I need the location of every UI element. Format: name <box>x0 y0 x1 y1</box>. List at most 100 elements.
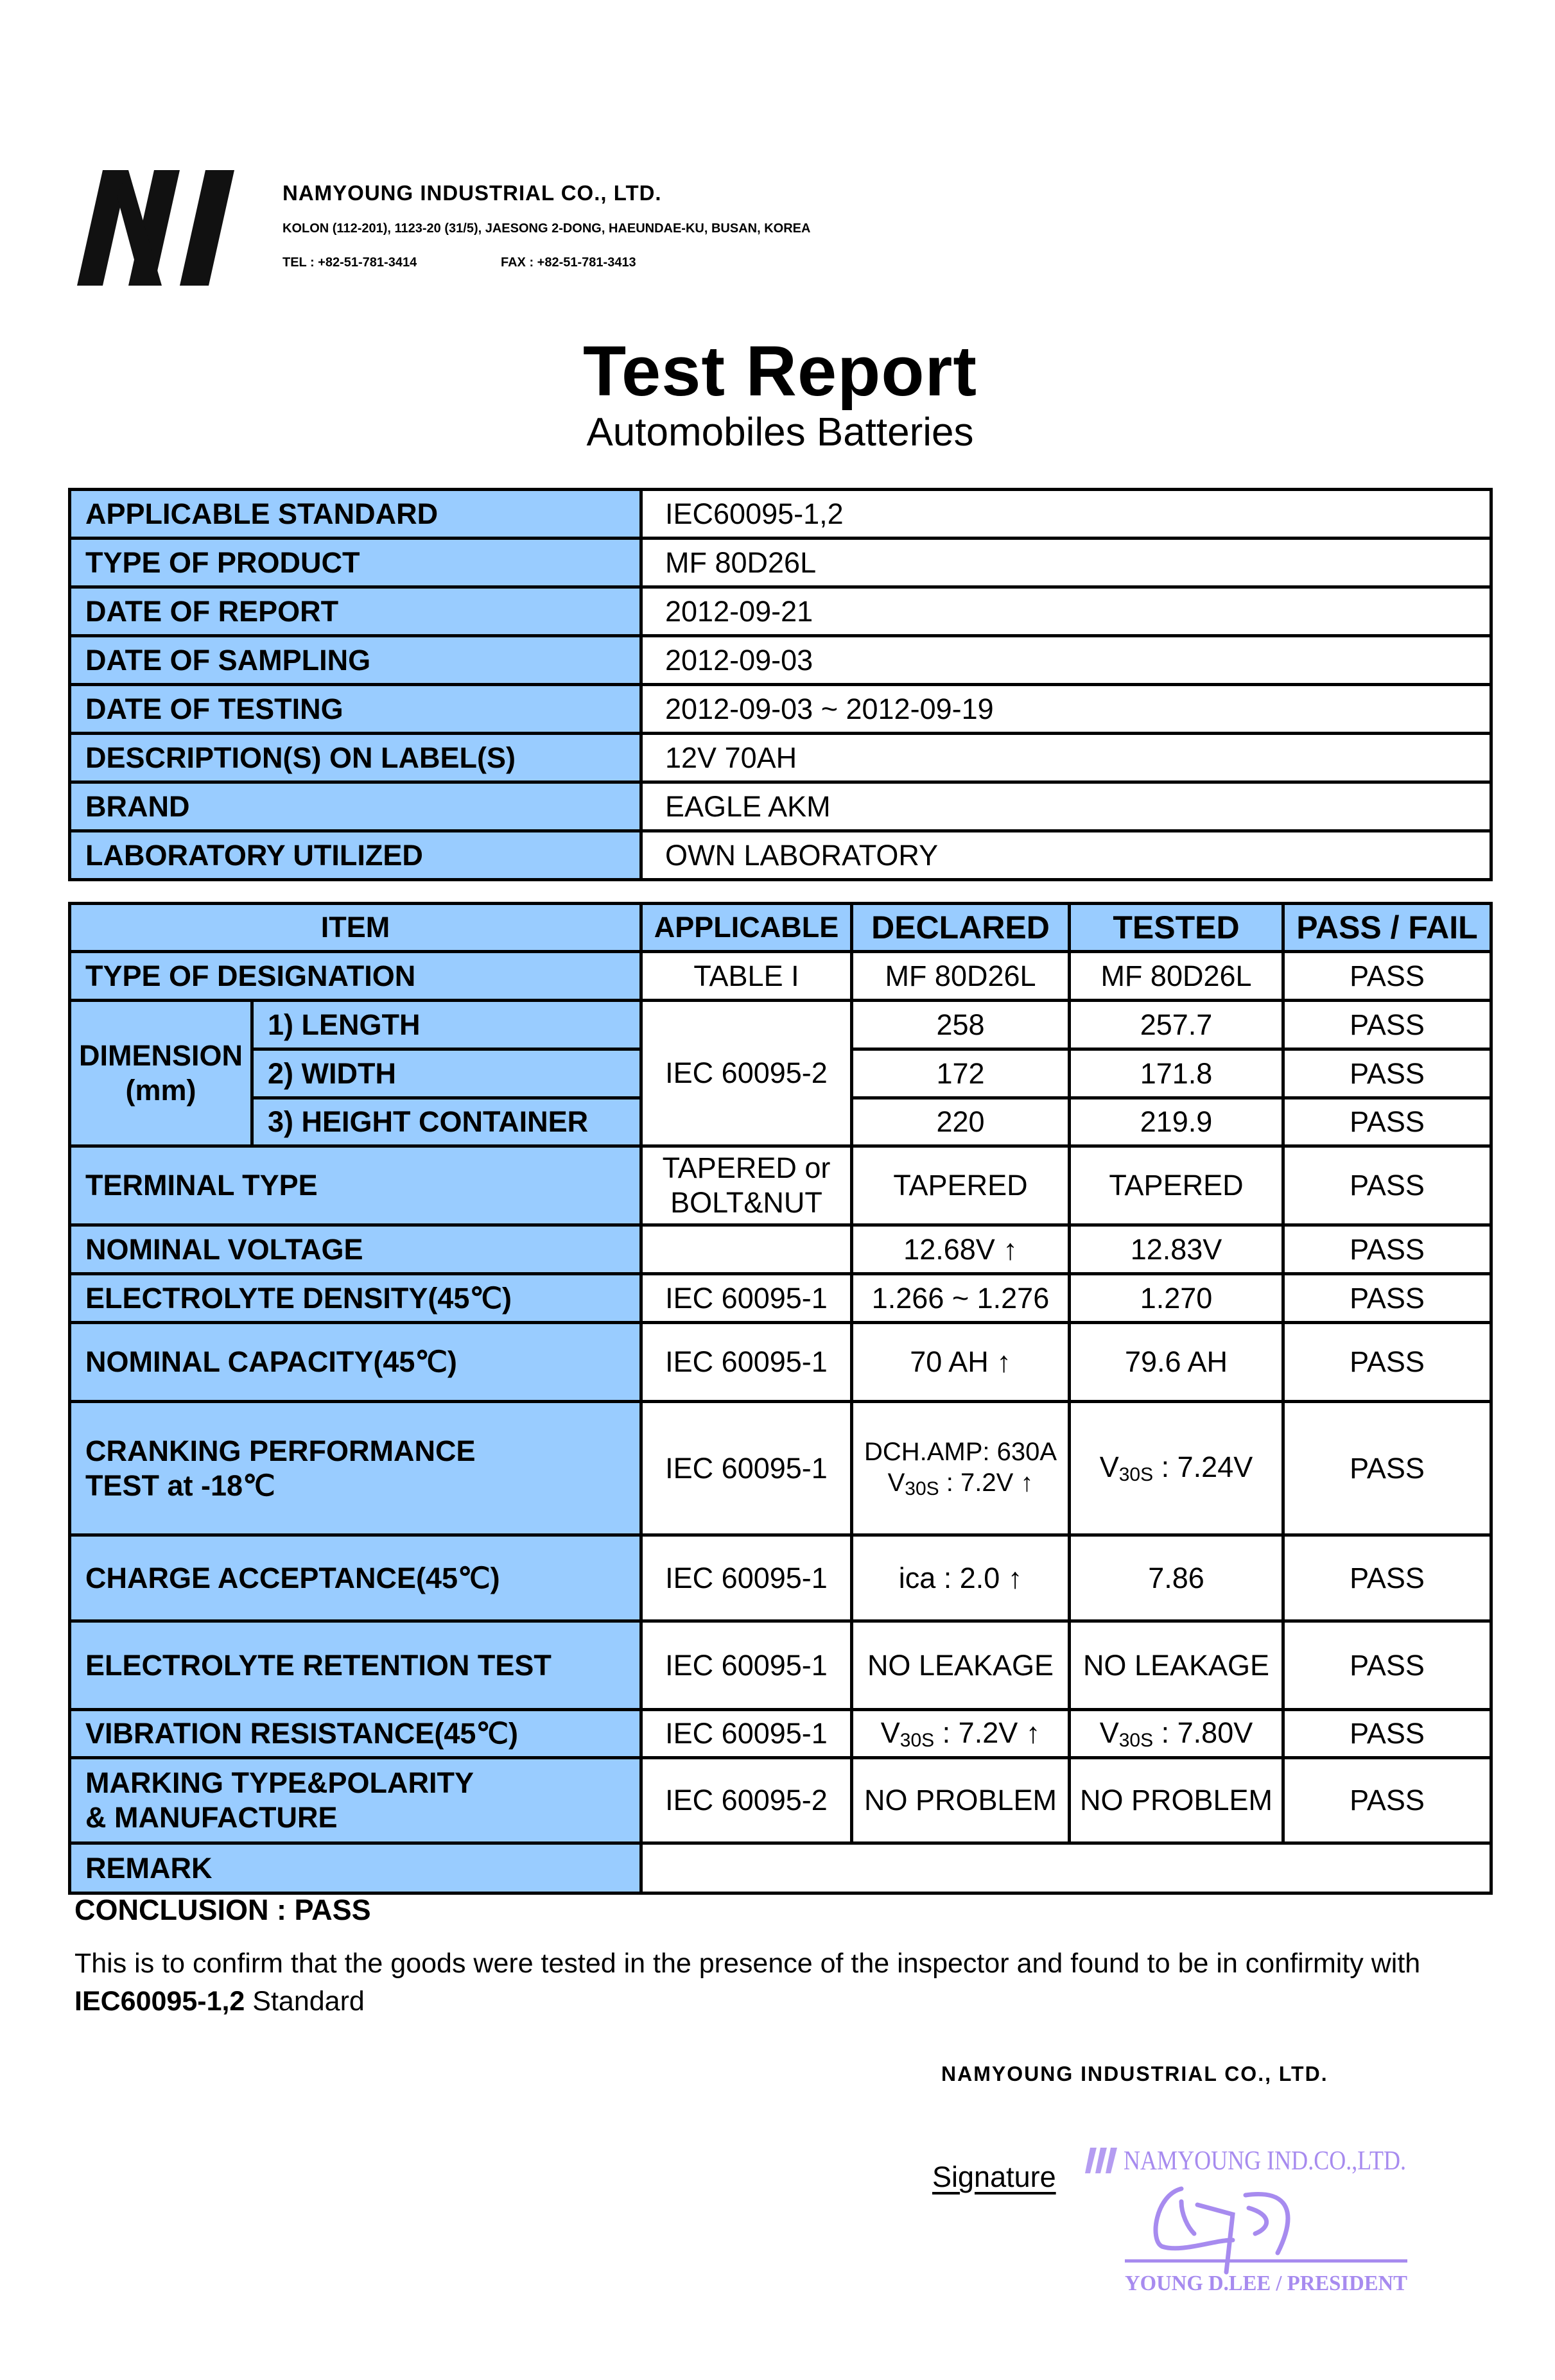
table-row: NOMINAL CAPACITY(45℃) IEC 60095-1 70 AH … <box>68 1321 1493 1403</box>
statement-suffix: Standard <box>245 1986 365 2017</box>
declared-cell: 1.266 ~ 1.276 <box>850 1272 1071 1324</box>
info-value: 2012-09-21 <box>639 585 1493 637</box>
table-row: VIBRATION RESISTANCE(45℃) IEC 60095-1 V3… <box>68 1708 1493 1759</box>
signature-label: Signature <box>932 2160 1056 2193</box>
result-cell: PASS <box>1281 1400 1493 1537</box>
table-row: DATE OF SAMPLING 2012-09-03 <box>68 634 1493 686</box>
item-label: 1) LENGTH <box>250 999 643 1051</box>
dimension-unit: (mm) <box>125 1074 196 1107</box>
tested-cell: NO PROBLEM <box>1068 1756 1285 1845</box>
header-item: ITEM <box>68 902 643 953</box>
info-label: APPLICABLE STANDARD <box>68 488 643 540</box>
tested-cell: 12.83V <box>1068 1223 1285 1275</box>
results-table: ITEM APPLICABLE DECLARED TESTED PASS / F… <box>68 902 1493 1895</box>
applicable-cell: IEC 60095-1 <box>639 1533 853 1623</box>
declared-cell: MF 80D26L <box>850 950 1071 1002</box>
voltage-symbol: V <box>880 1716 900 1749</box>
info-label: TYPE OF PRODUCT <box>68 537 643 589</box>
item-label: NOMINAL VOLTAGE <box>68 1223 643 1275</box>
applicable-cell: IEC 60095-1 <box>639 1400 853 1537</box>
dimension-label: DIMENSION <box>78 1039 243 1072</box>
company-tel: TEL : +82-51-781-3414 <box>282 255 417 270</box>
voltage-symbol: V <box>1099 1716 1119 1749</box>
result-cell: PASS <box>1281 1223 1493 1275</box>
result-cell: PASS <box>1281 1533 1493 1623</box>
info-value: EAGLE AKM <box>639 780 1493 832</box>
result-cell: PASS <box>1281 1096 1493 1148</box>
applicable-cell: TABLE I <box>639 950 853 1002</box>
table-row: TYPE OF PRODUCT MF 80D26L <box>68 537 1493 589</box>
applicable-cell: IEC 60095-1 <box>639 1272 853 1324</box>
statement-text: This is to confirm that the goods were t… <box>74 1948 1421 1979</box>
voltage-symbol: V <box>887 1468 905 1497</box>
table-row: ELECTROLYTE DENSITY(45℃) IEC 60095-1 1.2… <box>68 1272 1493 1324</box>
applicable-cell: IEC 60095-1 <box>639 1321 853 1403</box>
voltage-subscript: 30S <box>905 1478 939 1499</box>
declared-cell: 70 AH ↑ <box>850 1321 1071 1403</box>
table-row: DATE OF REPORT 2012-09-21 <box>68 585 1493 637</box>
declared-cell: ica : 2.0 ↑ <box>850 1533 1071 1623</box>
company-name: NAMYOUNG INDUSTRIAL CO., LTD. <box>282 181 662 205</box>
info-label: DESCRIPTION(S) ON LABEL(S) <box>68 732 643 784</box>
stamp-name: YOUNG D.LEE / PRESIDENT <box>1125 2272 1407 2295</box>
declared-cell: NO LEAKAGE <box>850 1619 1071 1711</box>
remark-value <box>639 1841 1493 1895</box>
info-label: LABORATORY UTILIZED <box>68 829 643 881</box>
applicable-cell: IEC 60095-1 <box>639 1619 853 1711</box>
applicable-line: TAPERED or <box>662 1151 831 1184</box>
voltage-value: : 7.2V ↑ <box>934 1716 1041 1749</box>
item-label: TERMINAL TYPE <box>68 1144 643 1227</box>
footer-company: NAMYOUNG INDUSTRIAL CO., LTD. <box>941 2062 1328 2085</box>
declared-line: V30S : 7.2V ↑ <box>853 1467 1068 1501</box>
header-tested: TESTED <box>1068 902 1285 953</box>
tested-cell: 7.86 <box>1068 1533 1285 1623</box>
declared-cell: TAPERED <box>850 1144 1071 1227</box>
declared-cell: 220 <box>850 1096 1071 1148</box>
item-label: CHARGE ACCEPTANCE(45℃) <box>68 1533 643 1623</box>
table-row: TYPE OF DESIGNATION TABLE I MF 80D26L MF… <box>68 950 1493 1002</box>
declared-cell: V30S : 7.2V ↑ <box>850 1708 1071 1759</box>
table-row: DESCRIPTION(S) ON LABEL(S) 12V 70AH <box>68 732 1493 784</box>
info-label: DATE OF TESTING <box>68 683 643 735</box>
voltage-subscript: 30S <box>899 1729 935 1751</box>
table-row: DIMENSION (mm) 1) LENGTH IEC 60095-2 258 … <box>68 999 1493 1148</box>
voltage-symbol: V <box>1099 1451 1119 1483</box>
page-title: Test Report <box>582 332 977 411</box>
header-declared: DECLARED <box>850 902 1071 953</box>
table-row: CHARGE ACCEPTANCE(45℃) IEC 60095-1 ica :… <box>68 1533 1493 1623</box>
voltage-subscript: 30S <box>1118 1464 1154 1485</box>
company-stamp: NAMYOUNG IND.CO.,LTD. YOUNG D.LEE / PRES… <box>1085 2146 1407 2295</box>
info-label: BRAND <box>68 780 643 832</box>
voltage-value: : 7.80V <box>1153 1716 1253 1749</box>
result-cell: PASS <box>1281 1321 1493 1403</box>
tested-cell: 79.6 AH <box>1068 1321 1285 1403</box>
applicable-cell: IEC 60095-2 <box>639 1756 853 1845</box>
tested-cell: V30S : 7.24V <box>1068 1400 1285 1537</box>
result-cell: PASS <box>1281 1619 1493 1711</box>
table-row: MARKING TYPE&POLARITY & MANUFACTURE IEC 6… <box>68 1756 1493 1845</box>
table-row: CRANKING PERFORMANCE TEST at -18℃ IEC 600… <box>68 1400 1493 1537</box>
table-row: 2) WIDTH 172 171.8 PASS <box>70 1048 1493 1099</box>
tested-cell: 171.8 <box>1068 1048 1285 1099</box>
header-result: PASS / FAIL <box>1281 902 1493 953</box>
table-header-row: ITEM APPLICABLE DECLARED TESTED PASS / F… <box>68 902 1493 953</box>
item-label: CRANKING PERFORMANCE TEST at -18℃ <box>68 1400 643 1537</box>
table-row: 3) HEIGHT CONTAINER 220 219.9 PASS <box>70 1096 1493 1148</box>
statement: This is to confirm that the goods were t… <box>74 1945 1487 2021</box>
info-label: DATE OF SAMPLING <box>68 634 643 686</box>
item-label: 3) HEIGHT CONTAINER <box>250 1096 643 1148</box>
item-line: MARKING TYPE&POLARITY <box>85 1766 474 1799</box>
info-value: 2012-09-03 <box>639 634 1493 686</box>
result-cell: PASS <box>1281 1144 1493 1227</box>
info-table: APPLICABLE STANDARD IEC60095-1,2 TYPE OF … <box>68 488 1493 881</box>
tested-cell: NO LEAKAGE <box>1068 1619 1285 1711</box>
table-row: ELECTROLYTE RETENTION TEST IEC 60095-1 N… <box>68 1619 1493 1711</box>
info-value: 12V 70AH <box>639 732 1493 784</box>
header-applicable: APPLICABLE <box>639 902 853 953</box>
table-row: BRAND EAGLE AKM <box>68 780 1493 832</box>
applicable-cell <box>639 1223 853 1275</box>
table-row: TERMINAL TYPE TAPERED or BOLT&NUT TAPERED… <box>68 1144 1493 1227</box>
table-row: DATE OF TESTING 2012-09-03 ~ 2012-09-19 <box>68 683 1493 735</box>
stamp-company: NAMYOUNG IND.CO.,LTD. <box>1124 2146 1406 2176</box>
result-cell: PASS <box>1281 1756 1493 1845</box>
